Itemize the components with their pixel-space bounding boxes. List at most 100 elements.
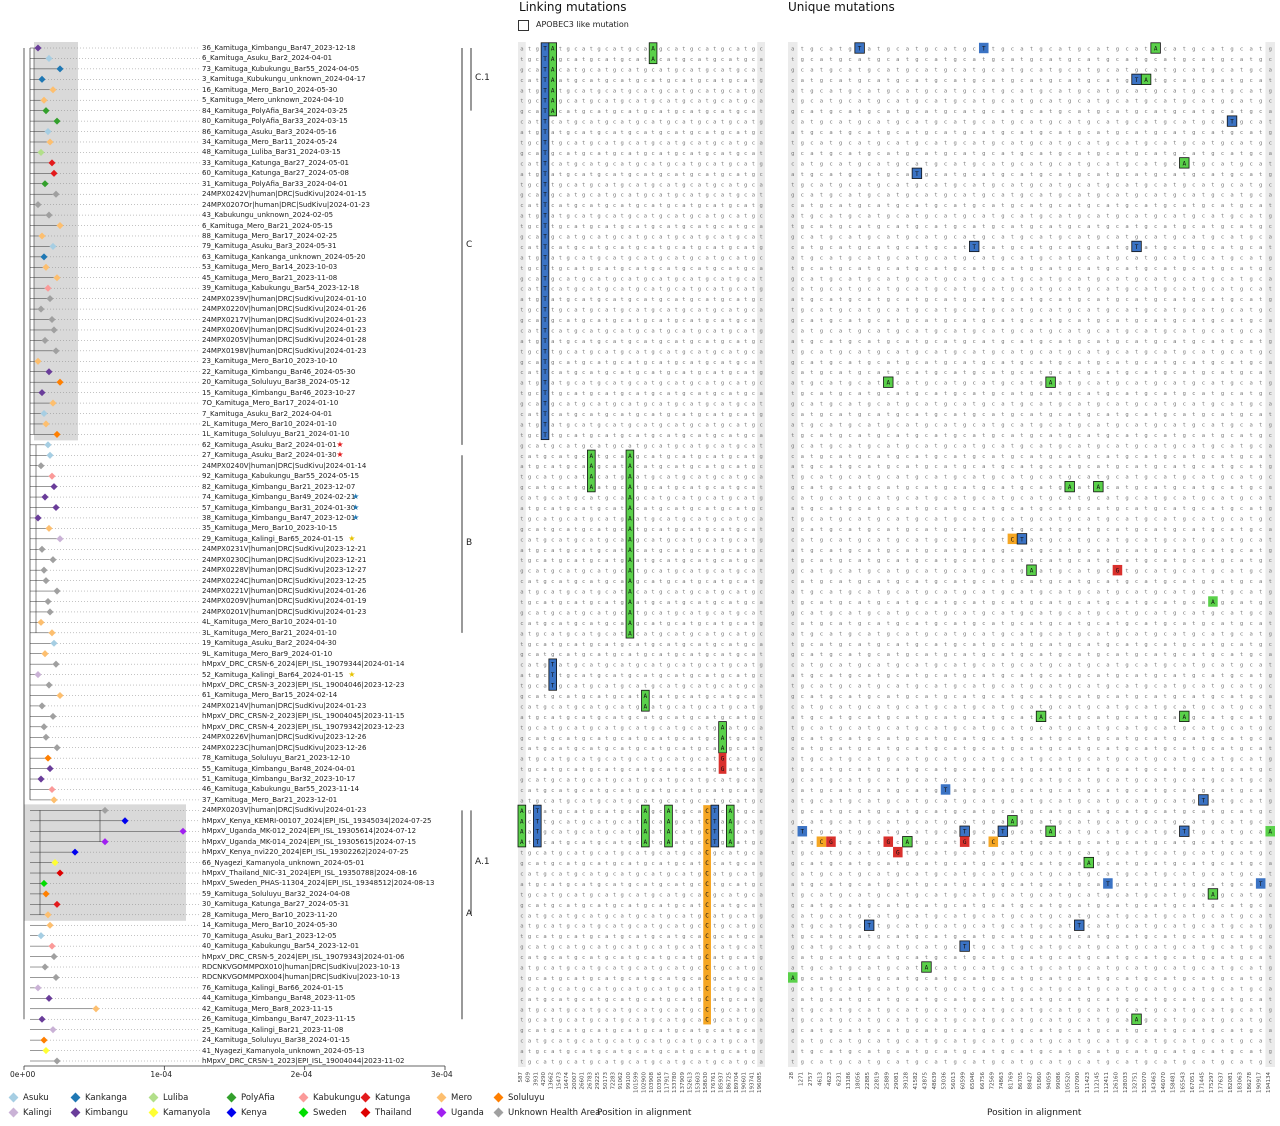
unique-base: g xyxy=(1030,182,1033,188)
linking-base: c xyxy=(682,193,685,199)
linking-base: t xyxy=(590,715,593,721)
linking-base: c xyxy=(605,798,608,804)
linking-mutation-base: A xyxy=(651,56,655,63)
linking-base: a xyxy=(759,725,762,731)
linking-base: a xyxy=(536,527,539,533)
linking-row: tgcatgcatgcatgcatgcatgcatgcatgca xyxy=(520,266,763,272)
linking-base: t xyxy=(690,120,693,126)
linking-base: t xyxy=(659,1039,662,1045)
unique-base: t xyxy=(1125,109,1128,115)
linking-base: a xyxy=(644,673,647,679)
linking-base: g xyxy=(567,590,570,596)
linking-base: t xyxy=(705,57,708,63)
linking-base: a xyxy=(690,151,693,157)
linking-base: c xyxy=(675,872,678,878)
linking-base: t xyxy=(567,872,570,878)
linking-mutation-base: C xyxy=(705,944,709,951)
linking-base: c xyxy=(613,78,616,84)
unique-base: c xyxy=(1240,172,1243,178)
linking-base: c xyxy=(713,443,716,449)
linking-base: a xyxy=(520,381,523,387)
unique-base: t xyxy=(858,109,861,115)
unique-base: t xyxy=(953,172,956,178)
unique-base: g xyxy=(1183,99,1186,105)
linking-base: g xyxy=(698,872,701,878)
linking-base: c xyxy=(520,997,523,1003)
unique-base: g xyxy=(934,161,937,167)
unique-base: c xyxy=(887,224,890,230)
unique-base: g xyxy=(982,109,985,115)
unique-base: g xyxy=(1221,140,1224,146)
unique-base: g xyxy=(877,266,880,272)
unique-base: a xyxy=(1078,67,1081,73)
unique-base: t xyxy=(944,182,947,188)
linking-base: c xyxy=(520,78,523,84)
linking-base: t xyxy=(752,454,755,460)
linking-base: c xyxy=(613,161,616,167)
linking-base: a xyxy=(682,621,685,627)
unique-base: c xyxy=(858,130,861,136)
tip-marker-diamond xyxy=(56,535,63,542)
linking-base: c xyxy=(759,840,762,846)
linking-base: c xyxy=(721,182,724,188)
unique-base: a xyxy=(848,109,851,115)
linking-base: c xyxy=(667,715,670,721)
linking-base: g xyxy=(705,109,708,115)
linking-base: a xyxy=(621,913,624,919)
linking-base: a xyxy=(520,506,523,512)
linking-base: a xyxy=(551,840,554,846)
linking-base: g xyxy=(621,684,624,690)
unique-base: c xyxy=(1039,224,1042,230)
linking-base: t xyxy=(536,913,539,919)
linking-base: g xyxy=(721,255,724,261)
linking-base: t xyxy=(690,913,693,919)
linking-base: c xyxy=(567,182,570,188)
linking-base: t xyxy=(729,234,732,240)
linking-base: a xyxy=(705,47,708,53)
linking-base: c xyxy=(621,109,624,115)
unique-base: g xyxy=(829,109,832,115)
unique-base: g xyxy=(1087,203,1090,209)
linking-base: c xyxy=(736,328,739,334)
unique-base: t xyxy=(934,151,937,157)
linking-base: t xyxy=(551,767,554,773)
linking-base: a xyxy=(682,872,685,878)
linking-base: g xyxy=(736,819,739,825)
linking-base: c xyxy=(551,287,554,293)
linking-base: c xyxy=(597,1018,600,1024)
unique-base: t xyxy=(1068,47,1071,53)
linking-base: c xyxy=(659,642,662,648)
linking-base: a xyxy=(543,976,546,982)
unique-base: g xyxy=(1211,109,1214,115)
linking-base: g xyxy=(667,872,670,878)
linking-base: t xyxy=(621,1049,624,1055)
unique-base: g xyxy=(934,203,937,209)
linking-base: t xyxy=(590,840,593,846)
unique-base: c xyxy=(1173,245,1176,251)
linking-base: g xyxy=(752,422,755,428)
linking-mutation-base: T xyxy=(543,98,547,105)
unique-base: a xyxy=(1259,120,1262,126)
linking-base: t xyxy=(659,955,662,961)
linking-base: c xyxy=(628,851,631,857)
linking-base: g xyxy=(721,1007,724,1013)
linking-base: a xyxy=(721,318,724,324)
linking-row: tgcatgcatgcatgcatgcatgcatgcatgca xyxy=(520,934,763,940)
linking-base: g xyxy=(713,475,716,481)
unique-base: c xyxy=(1240,214,1243,220)
linking-base: g xyxy=(567,255,570,261)
unique-base: c xyxy=(1049,255,1052,261)
linking-base: t xyxy=(528,1007,531,1013)
linking-base: g xyxy=(752,1007,755,1013)
linking-base: a xyxy=(705,715,708,721)
linking-base: c xyxy=(590,234,593,240)
linking-base: t xyxy=(582,516,585,522)
linking-base: a xyxy=(659,986,662,992)
linking-base: t xyxy=(520,976,523,982)
linking-base: c xyxy=(744,402,747,408)
linking-base: t xyxy=(636,819,639,825)
linking-base: a xyxy=(528,997,531,1003)
linking-base: a xyxy=(520,88,523,94)
linking-base: g xyxy=(659,381,662,387)
linking-base: g xyxy=(528,391,531,397)
